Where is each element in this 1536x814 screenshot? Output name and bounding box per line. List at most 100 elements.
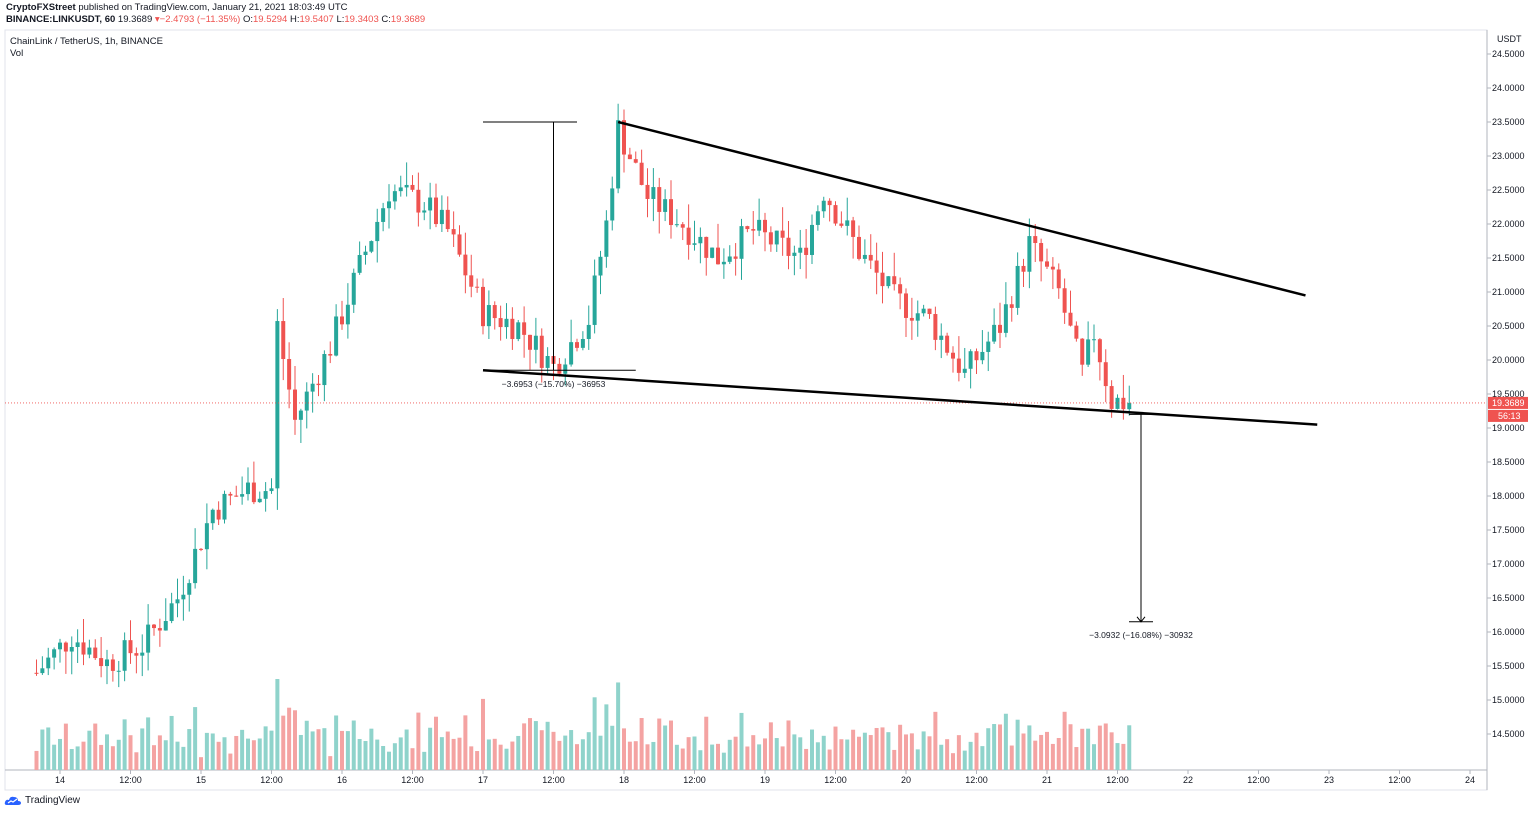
volume-bar: [175, 741, 180, 770]
candle-body: [980, 351, 985, 361]
time-tick-label: 12:00: [119, 775, 142, 785]
volume-bar: [134, 752, 139, 770]
candle-body: [293, 389, 297, 420]
time-tick-label: 12:00: [683, 775, 706, 785]
candle-body: [157, 628, 162, 631]
volume-bar: [240, 729, 245, 770]
candle-body: [357, 255, 362, 273]
volume-bar: [827, 749, 832, 770]
candle-body: [651, 187, 656, 199]
volume-bar: [128, 735, 133, 770]
volume-bar: [1074, 747, 1079, 770]
volume-bar: [1097, 725, 1102, 770]
candle-body: [921, 308, 926, 314]
price-tick-label: 21.5000: [1492, 253, 1525, 263]
candle-body: [199, 548, 203, 550]
volume-bar: [951, 753, 955, 770]
trendline-lower[interactable]: [482, 368, 1318, 426]
time-tick-label: 17: [478, 775, 488, 785]
volume-bar: [451, 738, 456, 770]
candle-body: [1068, 312, 1073, 326]
measure-label-1: −3.6953 (−15.70%) −36953: [502, 379, 606, 389]
volume-bar: [645, 744, 650, 770]
volume-bar: [898, 724, 903, 770]
price-tick-label: 16.0000: [1492, 627, 1525, 637]
volume-bar: [663, 725, 668, 770]
price-axis[interactable]: USDT 24.5000 24.0000 23.5000 23.0000 22.5000 2…: [1487, 34, 1525, 739]
time-tick-label: 12:00: [401, 775, 424, 785]
volume-bar: [298, 734, 303, 770]
candle-body: [998, 324, 1002, 333]
candle-body: [974, 351, 979, 361]
candle-body: [727, 256, 732, 262]
volume-bar: [927, 736, 932, 770]
time-axis[interactable]: 14 12:00 15 12:00 16 12:00 17 12:00 18 12:00 19 12:…: [55, 770, 1475, 785]
volume-bar: [528, 718, 532, 770]
volume-bar: [293, 710, 297, 770]
candle-body: [774, 230, 779, 245]
candle-body: [757, 219, 762, 231]
candle-body: [1074, 325, 1079, 339]
candle-body: [110, 659, 115, 671]
volume-bar: [974, 732, 979, 770]
volume-bar: [774, 738, 779, 770]
volume-bar: [733, 736, 738, 770]
open-label: O:: [242, 14, 253, 25]
candle-body: [698, 236, 703, 244]
volume-bar: [387, 751, 391, 770]
volume-bar: [657, 718, 662, 770]
volume-bar: [110, 746, 115, 770]
candle-body: [510, 318, 515, 340]
volume-bar: [1056, 737, 1061, 770]
candle-body: [815, 211, 820, 225]
candle-body: [545, 356, 550, 368]
candle-body: [163, 621, 168, 631]
volume-bar: [1027, 725, 1032, 770]
price-tick-label: 15.0000: [1492, 695, 1525, 705]
volume-bar: [551, 731, 556, 770]
volume-bar: [422, 751, 427, 770]
volume-bar: [322, 728, 327, 770]
candle-body: [287, 359, 292, 390]
candle-body: [751, 229, 756, 231]
volume-bar: [1045, 731, 1049, 770]
candle-body: [1003, 304, 1008, 333]
candle-body: [792, 252, 797, 256]
high-value: 19.5407: [299, 14, 334, 25]
volume-bar: [52, 744, 57, 770]
candle-body: [780, 230, 785, 238]
candle-body: [1121, 397, 1126, 410]
author[interactable]: CryptoFXStreet: [6, 2, 76, 13]
tradingview-brand[interactable]: TradingView: [4, 795, 80, 806]
volume-bar: [633, 741, 638, 770]
volume-bar: [204, 732, 209, 770]
volume-bar: [334, 715, 339, 770]
trendline-upper[interactable]: [617, 120, 1306, 297]
volume-bar: [945, 739, 950, 770]
candle-body: [322, 354, 327, 386]
candle-body: [281, 321, 286, 360]
volume-bar: [980, 746, 985, 770]
candle-body: [304, 391, 309, 411]
volume-bar: [169, 715, 174, 770]
candle-body: [704, 236, 709, 258]
volume-bar: [457, 737, 462, 770]
candle-body: [533, 335, 538, 350]
candle-body: [798, 247, 803, 253]
candle-body: [633, 159, 638, 163]
volume-bar: [439, 737, 444, 770]
volume-bar: [569, 730, 574, 770]
candle-body: [821, 200, 826, 212]
candle-body: [463, 254, 468, 276]
volume-bar: [58, 738, 62, 770]
volume-bar: [522, 723, 527, 770]
last-price-tag: [1488, 396, 1528, 409]
candle-body: [134, 653, 139, 656]
candle-body: [193, 548, 198, 584]
volume-bar: [375, 739, 380, 770]
volume-bar: [1021, 733, 1026, 770]
candle-body: [58, 642, 62, 650]
volume-bar: [580, 739, 585, 770]
volume-bar: [504, 748, 509, 770]
